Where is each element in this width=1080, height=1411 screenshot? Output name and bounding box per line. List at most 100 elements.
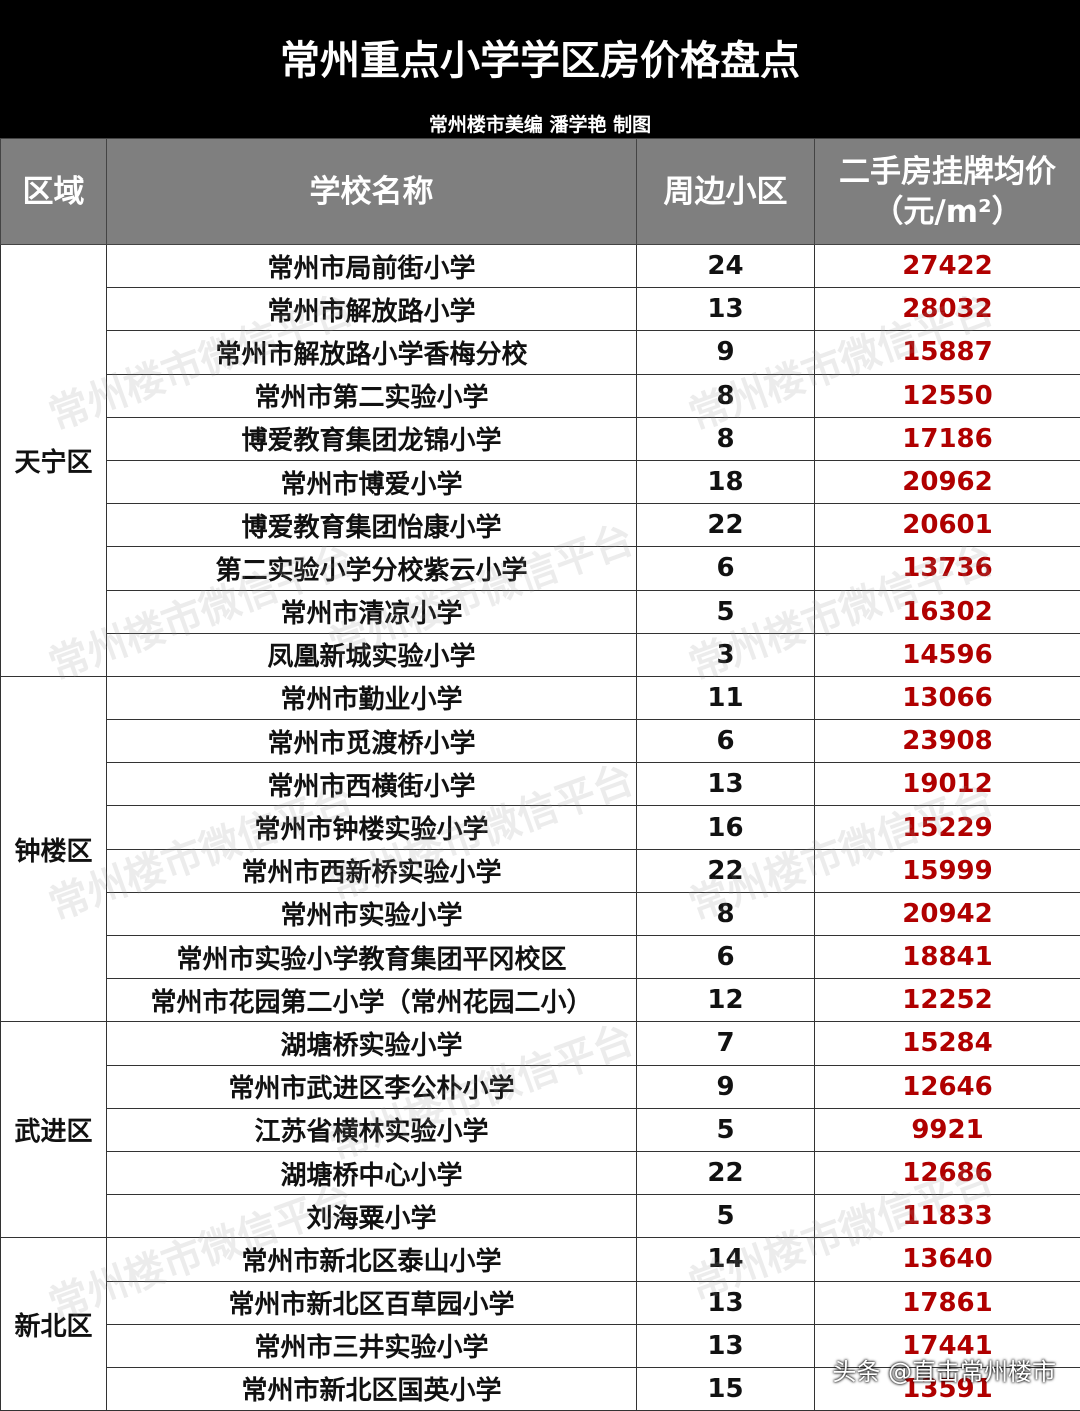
price-cell: 15887: [815, 331, 1080, 374]
school-name-cell: 常州市西横街小学: [107, 763, 637, 806]
nearby-count-cell: 6: [637, 547, 815, 590]
nearby-count-cell: 13: [637, 1281, 815, 1324]
nearby-count-cell: 15: [637, 1367, 815, 1410]
school-name-cell: 常州市实验小学: [107, 892, 637, 935]
nearby-count-cell: 5: [637, 1108, 815, 1151]
nearby-count-cell: 5: [637, 1195, 815, 1238]
school-name-cell: 常州市实验小学教育集团平冈校区: [107, 936, 637, 979]
school-name-cell: 常州市第二实验小学: [107, 374, 637, 417]
school-name-cell: 凤凰新城实验小学: [107, 633, 637, 676]
nearby-count-cell: 12: [637, 979, 815, 1022]
school-name-cell: 湖塘桥实验小学: [107, 1022, 637, 1065]
nearby-count-cell: 13: [637, 1324, 815, 1367]
page-subtitle: 常州楼市美编 潘学艳 制图: [0, 110, 1080, 137]
nearby-count-cell: 8: [637, 374, 815, 417]
nearby-count-cell: 3: [637, 633, 815, 676]
page-title: 常州重点小学学区房价格盘点: [0, 28, 1080, 86]
price-cell: 28032: [815, 288, 1080, 331]
nearby-count-cell: 8: [637, 892, 815, 935]
nearby-count-cell: 6: [637, 720, 815, 763]
price-cell: 13066: [815, 676, 1080, 719]
school-name-cell: 常州市新北区国英小学: [107, 1367, 637, 1410]
price-cell: 12550: [815, 374, 1080, 417]
nearby-count-cell: 5: [637, 590, 815, 633]
price-cell: 23908: [815, 720, 1080, 763]
header-price: 二手房挂牌均价 （元/m²）: [815, 139, 1080, 245]
school-name-cell: 刘海粟小学: [107, 1195, 637, 1238]
region-cell: 武进区: [1, 1022, 107, 1238]
header-price-label: 二手房挂牌均价: [839, 154, 1056, 190]
price-cell: 16302: [815, 590, 1080, 633]
price-cell: 27422: [815, 245, 1080, 288]
price-cell: 9921: [815, 1108, 1080, 1151]
school-name-cell: 常州市三井实验小学: [107, 1324, 637, 1367]
school-name-cell: 常州市清凉小学: [107, 590, 637, 633]
price-cell: 15229: [815, 806, 1080, 849]
nearby-count-cell: 6: [637, 936, 815, 979]
header-price-unit: （元/m²）: [872, 194, 1022, 230]
header-nearby: 周边小区: [637, 139, 815, 245]
region-cell: 钟楼区: [1, 676, 107, 1022]
school-name-cell: 常州市新北区泰山小学: [107, 1238, 637, 1281]
school-name-cell: 常州市勤业小学: [107, 676, 637, 719]
nearby-count-cell: 8: [637, 417, 815, 460]
nearby-count-cell: 7: [637, 1022, 815, 1065]
price-cell: 18841: [815, 936, 1080, 979]
school-name-cell: 常州市新北区百草园小学: [107, 1281, 637, 1324]
school-name-cell: 常州市解放路小学香梅分校: [107, 331, 637, 374]
price-cell: 20601: [815, 504, 1080, 547]
nearby-count-cell: 11: [637, 676, 815, 719]
school-name-cell: 湖塘桥中心小学: [107, 1151, 637, 1194]
price-cell: 17861: [815, 1281, 1080, 1324]
school-name-cell: 博爱教育集团龙锦小学: [107, 417, 637, 460]
header-school: 学校名称: [107, 139, 637, 245]
school-name-cell: 常州市觅渡桥小学: [107, 720, 637, 763]
school-name-cell: 常州市花园第二小学（常州花园二小）: [107, 979, 637, 1022]
region-cell: 新北区: [1, 1238, 107, 1411]
price-cell: 14596: [815, 633, 1080, 676]
price-cell: 20962: [815, 460, 1080, 503]
school-name-cell: 江苏省横林实验小学: [107, 1108, 637, 1151]
nearby-count-cell: 22: [637, 504, 815, 547]
region-cell: 天宁区: [1, 245, 107, 677]
price-cell: 11833: [815, 1195, 1080, 1238]
nearby-count-cell: 24: [637, 245, 815, 288]
school-name-cell: 常州市西新桥实验小学: [107, 849, 637, 892]
title-banner: 常州重点小学学区房价格盘点 常州楼市美编 潘学艳 制图: [0, 0, 1080, 138]
nearby-count-cell: 9: [637, 1065, 815, 1108]
nearby-count-cell: 9: [637, 331, 815, 374]
school-name-cell: 常州市局前街小学: [107, 245, 637, 288]
school-name-cell: 常州市钟楼实验小学: [107, 806, 637, 849]
price-cell: 13736: [815, 547, 1080, 590]
price-cell: 17186: [815, 417, 1080, 460]
price-cell: 13640: [815, 1238, 1080, 1281]
school-name-cell: 第二实验小学分校紫云小学: [107, 547, 637, 590]
nearby-count-cell: 22: [637, 849, 815, 892]
price-cell: 12646: [815, 1065, 1080, 1108]
table-header-row: 区域 学校名称 周边小区 二手房挂牌均价 （元/m²）: [1, 139, 1080, 245]
header-region: 区域: [1, 139, 107, 245]
school-name-cell: 常州市博爱小学: [107, 460, 637, 503]
price-cell: 12252: [815, 979, 1080, 1022]
school-name-cell: 常州市武进区李公朴小学: [107, 1065, 637, 1108]
footer-credit: 头条 @直击常州楼市: [832, 1352, 1056, 1387]
